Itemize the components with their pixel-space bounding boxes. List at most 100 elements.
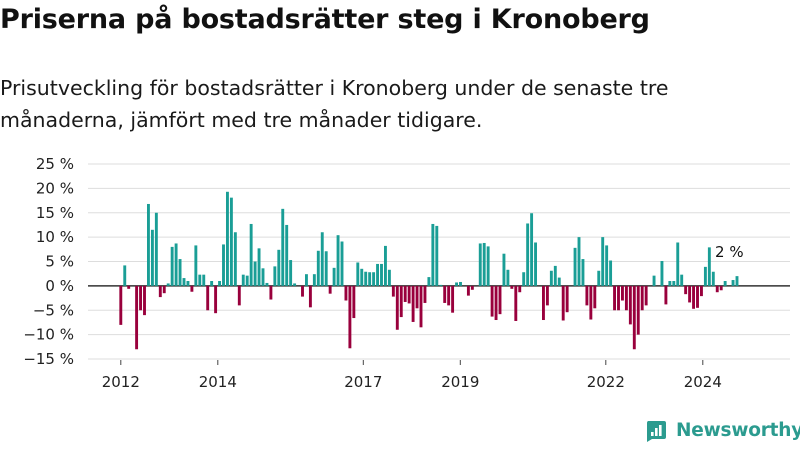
bar-negative [411,285,415,322]
y-tick-label: 15 % [36,204,74,222]
bar-negative [415,285,419,309]
bar-negative [518,285,522,293]
bar-positive [340,241,344,286]
bar-negative [143,285,146,316]
x-tick-label: 2017 [344,373,382,391]
bar-positive [281,208,285,286]
bar-positive [455,282,458,286]
bar-negative [403,285,407,302]
bar-positive [459,281,462,286]
bar-positive [676,242,680,286]
bar-negative [135,285,139,350]
bar-positive [534,242,537,286]
bar-positive [526,223,530,286]
bar-negative [190,285,194,292]
chart-annotations: 2 % [715,243,744,261]
newsworthy-brand[interactable]: Newsworthy [644,418,800,442]
bar-negative [585,285,589,306]
bar-positive [478,243,482,286]
bar-positive [186,281,190,286]
bar-positive [245,275,249,286]
bar-positive [261,268,265,286]
bar-positive [210,281,214,286]
bar-negative [624,285,628,311]
bar-positive [601,237,605,286]
bar-negative [139,285,142,311]
x-tick-label: 2024 [684,373,722,391]
y-tick-label: −5 % [33,301,74,319]
bar-positive [427,277,431,286]
bar-negative [344,285,348,301]
bar-positive [652,275,656,286]
bar-negative [664,285,668,305]
bar-positive [265,282,269,286]
bar-positive [285,224,289,286]
chart-subtitle: Prisutveckling för bostadsrätter i Krono… [0,76,669,132]
bar-positive [202,274,206,286]
bar-positive [522,272,526,286]
bar-positive [486,246,490,286]
bar-positive [711,271,715,286]
bar-positive [731,280,735,286]
bar-negative [494,285,498,321]
chart-title: Priserna på bostadsrätter steg i Kronobe… [0,4,650,35]
bar-positive [170,246,174,286]
bar-positive [320,232,324,286]
bar-positive [253,261,257,286]
y-tick-label: 10 % [36,228,74,246]
bar-positive [277,249,281,286]
bar-positive [229,197,233,286]
newsworthy-logo-icon [646,421,666,442]
bar-positive [293,283,297,286]
bar-negative [352,285,356,319]
bar-negative [490,285,494,317]
bar-positive [226,191,229,286]
y-tick-label: 5 % [45,253,74,271]
bar-positive [581,259,585,286]
bar-positive [249,223,253,286]
bar-negative [593,285,597,309]
bar-negative [545,285,549,306]
bar-negative [391,285,395,297]
bar-positive [384,245,387,286]
y-axis: 25 % 20 % 15 % 10 % 5 % 0 % −5 % −10 % −15 % [23,155,74,368]
bar-positive [356,262,360,286]
y-tick-label: 20 % [36,179,74,197]
bar-positive [577,237,581,286]
bar-negative [470,285,474,290]
bar-negative [700,285,703,297]
bar-positive [194,245,198,286]
bar-positive [312,274,316,286]
bar-positive [573,247,577,286]
bar-series [119,191,739,350]
bar-positive [502,253,506,286]
bar-negative [158,285,162,298]
bar-negative [589,285,593,320]
bar-positive [605,245,609,286]
bar-positive [174,243,178,286]
bar-positive [668,281,672,286]
bar-positive [609,260,613,286]
bar-negative [514,285,518,321]
x-tick-label: 2019 [441,373,479,391]
bar-positive [553,265,557,286]
bar-negative [688,285,692,303]
x-axis: 2012 2014 2017 2019 2022 2024 [102,360,722,391]
bar-negative [565,285,569,313]
bar-negative [684,285,688,295]
bar-negative [636,285,640,335]
x-tick-label: 2012 [102,373,140,391]
bar-positive [735,276,739,286]
y-tick-label: −10 % [23,326,74,344]
bar-positive [147,203,150,286]
bar-negative [542,285,545,321]
bar-positive [198,274,202,286]
bar-negative [237,285,241,306]
bar-negative [301,285,304,297]
bar-positive [324,251,328,286]
bar-negative [269,285,273,300]
bar-negative [617,285,620,311]
bar-positive [332,267,336,286]
bar-positive [368,272,372,286]
bar-negative [466,285,470,296]
